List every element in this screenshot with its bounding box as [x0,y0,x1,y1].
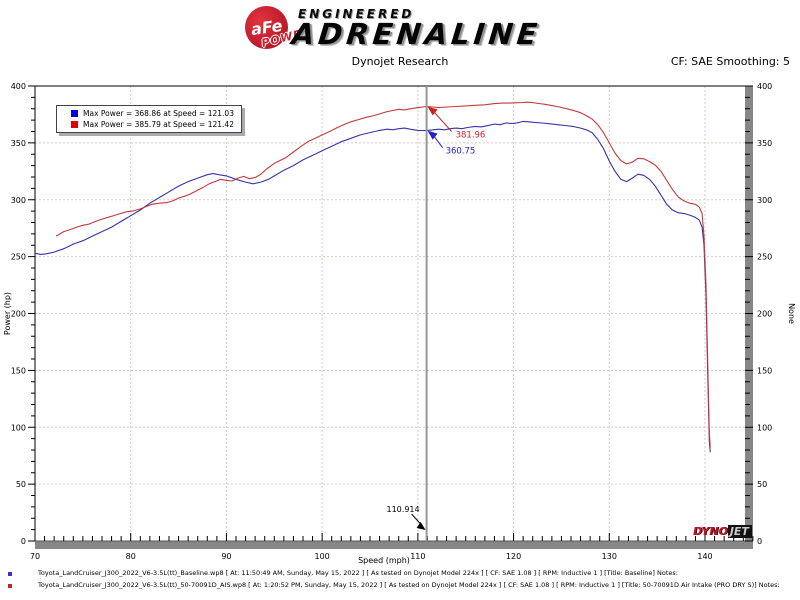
svg-text:400: 400 [757,82,772,91]
cursor-value-label-intake: 381.96 [456,131,486,141]
intake-run-info: Toyota_LandCruiser_J300_2022_V6-3.5L(tt)… [38,581,780,589]
svg-text:50: 50 [16,480,26,489]
y-axis-title-left: Power (hp) [3,292,12,335]
afe-logo-circle-icon: aFe [245,6,288,49]
chart-legend: Max Power = 368.86 at Speed = 121.03 Max… [56,105,242,133]
y-axis-title-right: None [787,303,796,324]
x-axis-title: Speed (mph) [358,556,410,565]
svg-text:100: 100 [315,552,330,561]
legend-label-intake: Max Power = 385.79 at Speed = 121.42 [83,120,234,129]
plot-frame [34,85,753,549]
svg-text:110: 110 [410,552,425,561]
intake-bullet-icon [8,584,12,588]
svg-text:200: 200 [11,310,26,319]
axis-titles: Speed (mph) Power (hp) None [3,292,796,565]
cursor-value-annotations: 360.75 381.96 [427,106,486,157]
svg-text:0: 0 [757,537,762,546]
cursor-x-annotation: 110.914 [387,505,426,530]
dynojet-logo-right: JET [727,525,752,538]
svg-text:350: 350 [11,139,26,148]
cursor-x-label: 110.914 [387,505,420,514]
intake-series-swatch-icon [71,121,78,128]
baseline-series-swatch-icon [71,110,78,117]
svg-text:150: 150 [757,366,772,375]
svg-text:70: 70 [30,552,40,561]
legend-item-intake: Max Power = 385.79 at Speed = 121.42 [71,119,241,130]
svg-text:50: 50 [757,480,767,489]
chart-title: Dynojet Research [351,55,449,68]
svg-text:80: 80 [126,552,136,561]
afe-power-logo: aFe POWER ENGINEERED ADRENALINE [240,3,580,53]
gridlines [35,86,745,541]
power-curve-intake [55,101,711,448]
svg-text:0: 0 [21,537,26,546]
legend-label-baseline: Max Power = 368.86 at Speed = 121.03 [83,109,234,118]
cursor-arrowhead-intake [427,106,438,116]
power-curve-baseline [34,120,711,453]
svg-text:200: 200 [757,310,772,319]
legend-item-baseline: Max Power = 368.86 at Speed = 121.03 [71,108,241,119]
svg-text:90: 90 [221,552,231,561]
cursor-value-label-baseline: 360.75 [446,147,476,157]
svg-text:250: 250 [11,253,26,262]
svg-text:350: 350 [757,139,772,148]
svg-text:300: 300 [11,196,26,205]
svg-text:250: 250 [757,253,772,262]
cursor-x-arrowhead [416,522,426,530]
dynojet-logo: DYNO JET [693,525,752,538]
svg-text:400: 400 [11,82,26,91]
axis-tick-labels: 70 80 90 100 110 120 130 140 0 0 50 50 100 100 150 150 2… [11,82,773,561]
smoothing-setting-label: CF: SAE Smoothing: 5 [670,55,790,68]
svg-text:300: 300 [757,196,772,205]
svg-text:100: 100 [757,423,772,432]
baseline-run-info: Toyota_LandCruiser_J300_2022_V6-3.5L(tt)… [38,569,678,577]
svg-text:100: 100 [11,423,26,432]
svg-text:130: 130 [602,552,617,561]
cursor-arrowhead-baseline [427,130,438,140]
logo-engineered-text: ENGINEERED [298,7,415,21]
svg-text:150: 150 [11,366,26,375]
run-info-row-intake: Toyota_LandCruiser_J300_2022_V6-3.5L(tt)… [0,580,800,592]
run-info-row-baseline: Toyota_LandCruiser_J300_2022_V6-3.5L(tt)… [0,568,800,580]
dynojet-logo-left: DYNO [693,525,728,538]
axis-ticks [28,85,754,542]
svg-text:140: 140 [697,552,712,561]
run-info-footer: Toyota_LandCruiser_J300_2022_V6-3.5L(tt)… [0,568,800,592]
svg-text:120: 120 [506,552,521,561]
baseline-bullet-icon [8,572,12,576]
